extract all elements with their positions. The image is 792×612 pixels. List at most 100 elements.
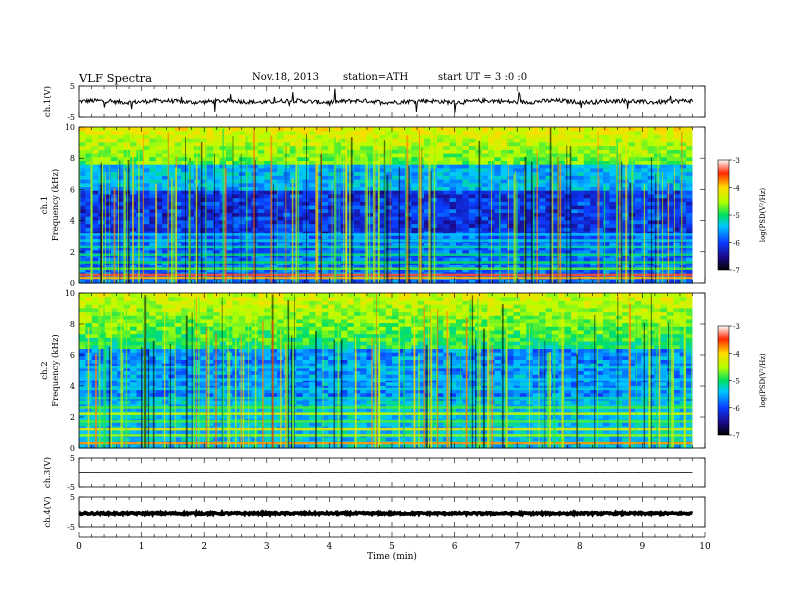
spectrogram-cell (666, 127, 674, 132)
spectrogram-cell (264, 212, 272, 217)
spectrogram-cell (577, 145, 585, 150)
spectrogram-cell (500, 171, 508, 176)
spectrogram-cell (532, 153, 540, 158)
spectrogram-cell (155, 318, 163, 324)
spectrogram-cell (494, 268, 502, 273)
spectrogram-cell (270, 175, 278, 180)
spectrogram-cell (526, 197, 534, 202)
spectrogram-cell (91, 249, 99, 254)
spectrogram-cell (571, 156, 579, 161)
spectrogram-cell (494, 208, 502, 213)
sferic-streak (629, 182, 631, 283)
spectrogram-cell (117, 223, 125, 228)
spectrogram-cell (334, 127, 342, 132)
spectrogram-cell (321, 201, 329, 206)
spectrogram-cell (583, 197, 591, 202)
spectrogram-cell (481, 201, 489, 206)
spectrogram-cell (142, 444, 150, 449)
spectrogram-cell (686, 223, 694, 228)
spectrogram-cell (532, 193, 540, 199)
spectrogram-cell (155, 296, 163, 301)
spectrogram-cell (424, 219, 432, 225)
spectrogram-cell (424, 279, 432, 284)
spectrogram-cell (270, 208, 278, 213)
spectrogram-cell (79, 160, 86, 165)
spectrogram-cell (360, 212, 368, 217)
spectrogram-cell (104, 134, 112, 139)
spectrogram-cell (571, 257, 579, 262)
spectrogram-cell (456, 201, 463, 206)
spectrogram-cell (117, 201, 125, 206)
spectrogram-cell (481, 193, 489, 199)
spectrogram-cell (385, 234, 393, 239)
y-axis-label: ch.1(V) (42, 86, 53, 117)
spectrogram-cell (341, 179, 348, 184)
spectrogram-cell (309, 145, 317, 150)
spectrogram-cell (98, 400, 106, 405)
spectrogram-cell (603, 264, 610, 269)
spectrogram-cell (577, 179, 585, 184)
spectrogram-cell (251, 138, 259, 143)
spectrogram-cell (168, 149, 176, 154)
spectrogram-cell (98, 337, 106, 342)
spectrogram-cell (660, 205, 668, 210)
spectrogram-cell (443, 279, 451, 284)
spectrogram-cell (136, 279, 144, 284)
spectrogram-cell (456, 175, 463, 180)
spectrogram-cell (328, 145, 336, 150)
spectrogram-cell (315, 219, 323, 225)
spectrogram-cell (79, 355, 86, 360)
spectrogram-cell (507, 186, 515, 191)
spectrogram-cell (551, 242, 559, 247)
spectrogram-cell (270, 264, 278, 269)
spectrogram-cell (577, 197, 585, 202)
spectrogram-cell (149, 242, 157, 247)
spectrogram-cell (277, 197, 285, 202)
spectrogram-cell (596, 234, 604, 239)
spectrogram-cell (315, 193, 323, 199)
spectrogram-cell (309, 164, 317, 169)
spectrogram-cell (666, 279, 674, 284)
spectrogram-cell (187, 156, 195, 161)
spectrogram-cell (315, 205, 323, 210)
spectrogram-cell (155, 370, 163, 375)
spectrogram-cell (603, 160, 610, 165)
spectrogram-cell (162, 381, 170, 386)
spectrogram-cell (564, 216, 572, 221)
spectrogram-cell (277, 167, 285, 173)
spectrogram-cell (257, 130, 265, 135)
spectrogram-cell (79, 175, 86, 180)
no-data-region (692, 127, 705, 283)
spectrogram-cell (232, 268, 240, 273)
spectrogram-cell (603, 186, 610, 191)
spectrogram-cell (558, 156, 566, 161)
spectrogram-cell (136, 127, 144, 132)
spectrogram-cell (635, 141, 642, 147)
spectrogram-cell (206, 160, 214, 165)
sferic-streak (533, 175, 535, 283)
spectrogram-cell (443, 234, 451, 239)
spectrogram-cell (443, 145, 451, 150)
spectrogram-cell (277, 149, 285, 154)
spectrogram-cell (558, 219, 566, 225)
spectrogram-cell (603, 141, 610, 147)
spectrogram-cell (436, 219, 444, 225)
spectrogram-cell (277, 257, 285, 262)
spectrogram-cell (436, 167, 444, 173)
spectrogram-cell (526, 268, 534, 273)
spectrogram-cell (673, 134, 681, 139)
spectrogram-cell (187, 201, 195, 206)
spectrogram-cell (277, 242, 285, 247)
spectrogram-cell (136, 392, 144, 397)
spectrogram-cell (347, 130, 355, 135)
spectrogram-cell (142, 355, 150, 360)
spectrogram-cell (251, 145, 259, 150)
spectrogram-cell (98, 341, 106, 346)
spectrogram-cell (398, 219, 406, 225)
spectrogram-cell (136, 249, 144, 254)
spectrogram-cell (142, 337, 150, 342)
spectrogram-cell (98, 311, 106, 316)
spectrogram-cell (481, 264, 489, 269)
spectrogram-cell (532, 279, 540, 284)
spectrogram-cell (104, 374, 112, 379)
